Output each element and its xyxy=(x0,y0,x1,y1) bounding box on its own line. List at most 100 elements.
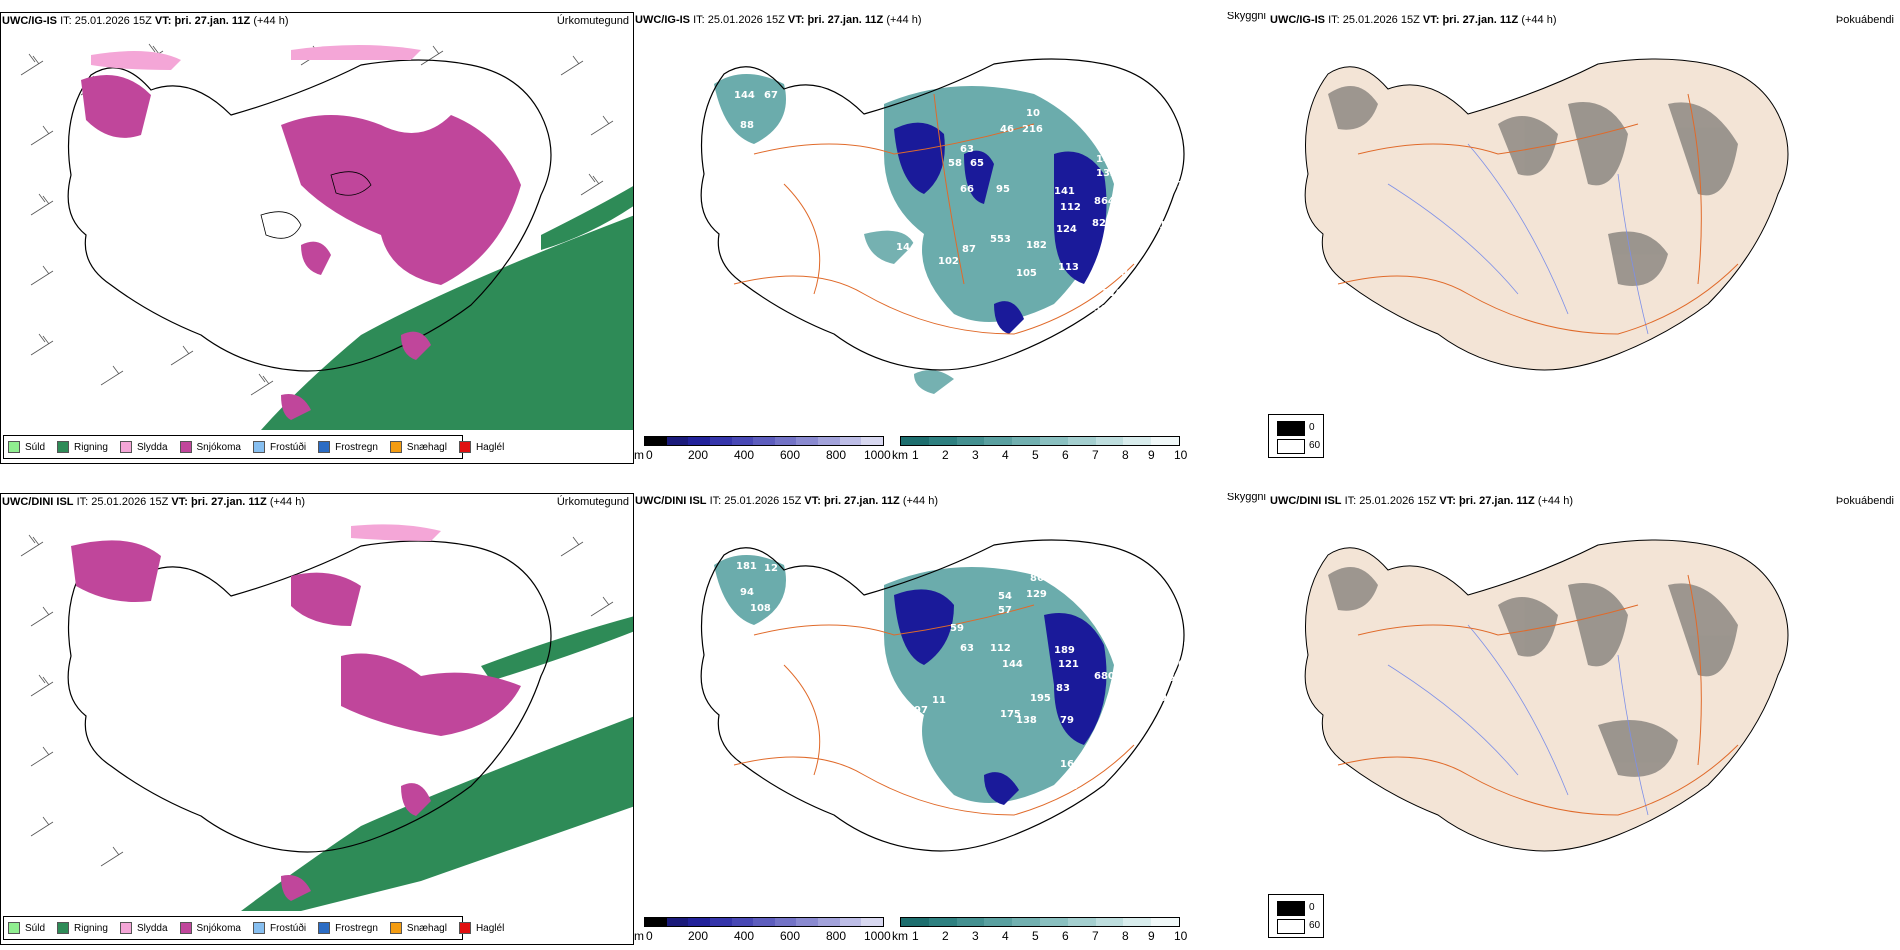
legend-swatch xyxy=(252,441,265,453)
legend-swatch xyxy=(389,922,402,934)
colorbar-strip xyxy=(644,436,884,446)
legend-item: Slydda xyxy=(119,922,168,934)
cloud-base-label: 144 xyxy=(734,90,755,101)
cloud-visibility-panel-bottom: UWC/DINI ISL IT: 25.01.2026 15Z VT: þri.… xyxy=(634,493,1268,945)
cloud-base-label: 113 xyxy=(1058,262,1079,273)
colorbar-unit: m xyxy=(634,448,644,462)
fog-map xyxy=(1304,539,1789,852)
cloud-base-label: 252 xyxy=(1128,218,1149,229)
cloud-base-map xyxy=(700,58,1185,394)
colorbar-tick: 200 xyxy=(687,448,709,462)
colorbar-tick: 400 xyxy=(733,448,755,462)
cloud-base-label: 129 xyxy=(1026,589,1047,600)
lead-time: (+44 h) xyxy=(886,14,922,26)
cloud-base-label: 553 xyxy=(990,234,1011,245)
legend-label: Haglél xyxy=(475,922,505,934)
legend-label: Slydda xyxy=(136,441,168,453)
legend-swatch xyxy=(119,922,132,934)
it-label: IT: xyxy=(76,496,89,508)
vt-label: VT: xyxy=(787,14,805,26)
glacier-outlines xyxy=(260,171,372,239)
cloud-base-label: 31 xyxy=(1062,336,1076,347)
snow-areas xyxy=(81,75,521,420)
panel-header: UWC/DINI ISL IT: 25.01.2026 15Z VT: þri.… xyxy=(635,495,938,507)
colorbar-tick: 0 xyxy=(645,448,653,462)
roads xyxy=(1337,93,1739,335)
cloud-base-label: 44 xyxy=(938,394,952,405)
cloud-base-label: 195 xyxy=(1090,593,1111,604)
vt-label: VT: xyxy=(154,15,172,27)
visibility-areas xyxy=(714,74,1114,322)
cloud-base-label: 73 xyxy=(1122,721,1136,732)
cloud-base-label: 336 xyxy=(1078,561,1099,572)
rain-area xyxy=(261,215,633,430)
lead-time: (+44 h) xyxy=(1521,14,1557,26)
fog-index-key-top: 0 60 xyxy=(1268,414,1324,458)
legend-label: Frostúði xyxy=(269,441,307,453)
colorbar-tick: 200 xyxy=(687,929,709,943)
cloud-base-label: 66 xyxy=(960,184,974,195)
cloud-base-label: 61 xyxy=(1176,641,1190,652)
iceland-outline xyxy=(67,59,552,372)
it-label: IT: xyxy=(60,15,72,27)
road-network xyxy=(733,604,1135,816)
model-name: UWC/DINI ISL xyxy=(635,495,707,507)
legend-swatch xyxy=(458,922,471,934)
precip-legend: Súld Rigning Slydda Snjókoma Frostúði Fr… xyxy=(3,916,504,940)
cloud-base-label: 63 xyxy=(960,144,974,155)
cloud-base-label: 59 xyxy=(950,623,964,634)
cloud-base-label: 141 xyxy=(1054,186,1075,197)
colorbar-tick: 2 xyxy=(941,929,949,943)
cloud-base-label: 355 xyxy=(1116,132,1137,143)
colorbar-tick: 4 xyxy=(1001,929,1009,943)
cloud-base-label: 63 xyxy=(1170,180,1184,191)
cloud-base-label: 98 xyxy=(1114,268,1128,279)
cloud-base-colorbar: m 0 200 400 600 800 1000 xyxy=(634,917,1034,945)
fog-key-white xyxy=(1277,919,1305,934)
cloud-base-label: 144 xyxy=(896,242,917,253)
fog-key-white xyxy=(1277,439,1305,454)
legend-item: Snæhagl xyxy=(389,922,447,934)
model-name: UWC/DINI ISL xyxy=(2,496,74,508)
vt-value: þri. 27.jan. 11Z xyxy=(190,496,267,508)
fog-key-black xyxy=(1277,901,1305,916)
legend-item: Rigning xyxy=(57,441,108,453)
it-label: IT: xyxy=(1328,14,1340,26)
legend-label: Snæhagl xyxy=(406,922,447,934)
legend-swatch xyxy=(57,922,70,934)
colorbar-tick: 5 xyxy=(1031,448,1039,462)
cloud-base-label: 21 xyxy=(1130,673,1144,684)
lead-time: (+44 h) xyxy=(253,15,289,27)
fog-key-high: 60 xyxy=(1309,920,1321,931)
it-label: IT: xyxy=(709,495,722,507)
legend-item: Frostregn xyxy=(318,922,378,934)
cloud-base-label: 680 xyxy=(1094,671,1115,682)
cloud-base-label: 86 xyxy=(1030,573,1044,584)
iceland-land xyxy=(1304,539,1789,852)
vt-label: VT: xyxy=(1422,14,1440,26)
legend-label: Slydda xyxy=(136,922,168,934)
cloud-base-label: 57 xyxy=(998,605,1012,616)
cloud-base-label: 92 xyxy=(1114,699,1128,710)
vt-label: VT: xyxy=(171,496,188,508)
legend-label: Súld xyxy=(25,441,46,453)
cloud-base-label: 95 xyxy=(1174,202,1188,213)
legend-swatch xyxy=(458,441,471,453)
fog-index-key-bottom: 0 60 xyxy=(1268,894,1324,938)
low-cloud-areas xyxy=(894,589,1107,805)
colorbar-tick: 3 xyxy=(971,929,979,943)
precip-type-panel-top: UWC/IG-IS IT: 25.01.2026 15Z VT: þri. 27… xyxy=(0,12,634,464)
cloud-base-label: 11 xyxy=(932,695,946,706)
legend-label: Frostregn xyxy=(335,922,378,934)
it-value: 25.01.2026 15Z xyxy=(724,495,802,507)
model-name: UWC/IG-IS xyxy=(2,15,57,27)
it-value: 25.01.2026 15Z xyxy=(707,14,785,26)
cloud-base-label: 46 xyxy=(1000,124,1014,135)
legend-swatch xyxy=(8,922,20,934)
panel-header: UWC/IG-IS IT: 25.01.2026 15Z VT: þri. 27… xyxy=(2,15,289,27)
colorbar-strip xyxy=(900,917,1180,927)
legend-item: Snæhagl xyxy=(389,441,447,453)
panel-title: Þokuábendi xyxy=(1835,495,1894,507)
panel-title: Úrkomutegund xyxy=(556,496,629,508)
cloud-base-label: 83 xyxy=(1174,228,1188,239)
